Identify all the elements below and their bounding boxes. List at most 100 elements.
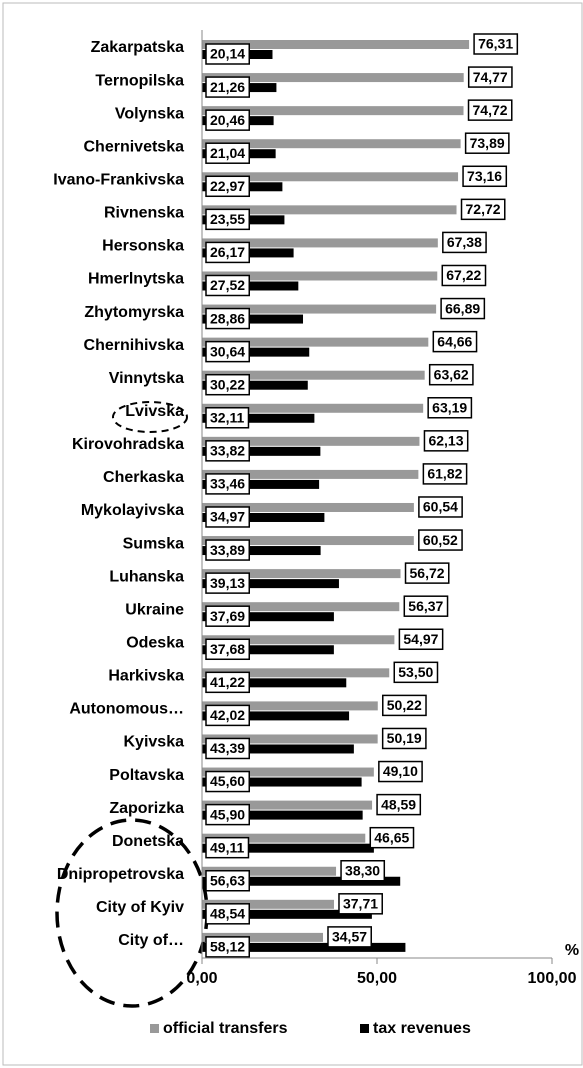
value-label-box <box>205 142 250 164</box>
value-label: 32,11 <box>210 409 244 425</box>
value-label: 74,72 <box>473 102 508 118</box>
value-label-box <box>205 307 250 330</box>
bar <box>202 701 378 711</box>
value-label: 63,19 <box>432 399 467 415</box>
y-tick-label: Hmerlnytska <box>88 271 184 288</box>
bar <box>202 281 299 291</box>
value-label-box <box>473 33 519 55</box>
bar <box>202 678 347 688</box>
value-label-box <box>205 903 250 925</box>
value-label: 60,54 <box>423 499 458 515</box>
value-label-box <box>403 595 449 617</box>
bar <box>202 446 321 456</box>
y-tick-label: Poltavska <box>109 767 184 784</box>
highlight-ellipse <box>112 401 188 433</box>
value-label: 20,46 <box>210 112 245 128</box>
value-label: 37,69 <box>210 608 245 624</box>
bar <box>202 512 325 522</box>
value-label-box <box>205 572 250 594</box>
value-label: 33,89 <box>210 542 245 558</box>
legend-label: tax revenues <box>373 1020 471 1037</box>
value-label: 53,50 <box>398 664 433 680</box>
value-label-box <box>381 727 427 750</box>
value-label: 64,66 <box>437 333 472 349</box>
value-label: 73,89 <box>470 135 505 151</box>
value-label-box <box>205 407 250 429</box>
value-label-box <box>205 737 250 760</box>
value-label: 67,22 <box>446 267 481 283</box>
bar <box>202 205 457 215</box>
value-label: 48,59 <box>381 796 416 812</box>
value-label-box <box>442 231 487 254</box>
value-label: 50,19 <box>387 730 422 746</box>
value-label-box <box>205 936 250 958</box>
bar <box>202 932 323 942</box>
bar <box>202 635 395 645</box>
value-label-box <box>205 175 250 198</box>
value-label: 46,65 <box>374 829 409 845</box>
y-tick-label: Sumska <box>123 535 184 552</box>
value-label: 34,97 <box>210 509 245 525</box>
value-label-box <box>382 694 427 717</box>
value-label-box <box>432 330 478 353</box>
bar <box>202 40 470 49</box>
value-label: 42,02 <box>210 707 245 723</box>
value-label: 41,22 <box>210 674 245 690</box>
value-label-box <box>418 529 463 551</box>
y-tick-label: Ternopilska <box>95 72 184 89</box>
bar <box>202 502 414 512</box>
value-label: 67,38 <box>447 234 482 250</box>
value-label-box <box>422 463 468 485</box>
value-label-box <box>423 430 469 452</box>
bar <box>202 876 401 886</box>
bar <box>202 800 373 810</box>
legend-label: official transfers <box>163 1020 288 1037</box>
bar <box>202 271 438 281</box>
y-tick-label: City of Kyiv <box>96 899 184 916</box>
value-label: 63,62 <box>434 366 469 382</box>
value-label-box <box>340 860 386 882</box>
bar <box>202 569 401 579</box>
y-tick-label: Kirovohradska <box>72 436 184 453</box>
value-label-box <box>205 638 250 661</box>
y-tick-label: Luhanska <box>109 568 184 585</box>
value-label-box <box>418 496 463 518</box>
bar <box>202 139 461 149</box>
bar <box>202 899 334 909</box>
value-label-box <box>205 373 250 396</box>
value-label-box <box>440 297 486 320</box>
value-label: 45,60 <box>210 773 245 789</box>
value-label-box <box>427 397 473 419</box>
bar <box>202 942 406 952</box>
y-tick-label: Zakarpatska <box>91 39 184 56</box>
bar <box>202 380 308 390</box>
value-label-box <box>376 793 422 816</box>
bar <box>202 436 420 446</box>
value-label: 33,82 <box>210 443 245 459</box>
value-label-box <box>398 628 444 651</box>
y-tick-label: City of… <box>118 932 184 949</box>
value-label-box <box>205 803 250 826</box>
bar <box>202 536 414 546</box>
legend-swatch <box>150 1024 159 1033</box>
y-tick-label: Zhytomyrska <box>84 304 184 321</box>
value-label: 49,11 <box>210 839 244 855</box>
y-tick-label: Zaporizka <box>109 800 184 817</box>
bar <box>202 403 424 413</box>
bar <box>202 413 315 423</box>
y-tick-label: Donetska <box>112 833 184 850</box>
value-label-box <box>428 363 474 386</box>
bar <box>202 909 372 919</box>
x-tick-label: 100,00 <box>528 970 577 987</box>
value-label-box <box>460 198 506 221</box>
bar <box>202 866 337 876</box>
value-label: 56,72 <box>410 565 445 581</box>
value-label: 48,54 <box>210 906 245 922</box>
bar <box>202 668 390 678</box>
value-label-box <box>462 165 508 188</box>
bar <box>202 612 334 622</box>
x-axis-label: % <box>565 942 579 959</box>
y-tick-label: Dnipropetrovska <box>57 866 184 883</box>
